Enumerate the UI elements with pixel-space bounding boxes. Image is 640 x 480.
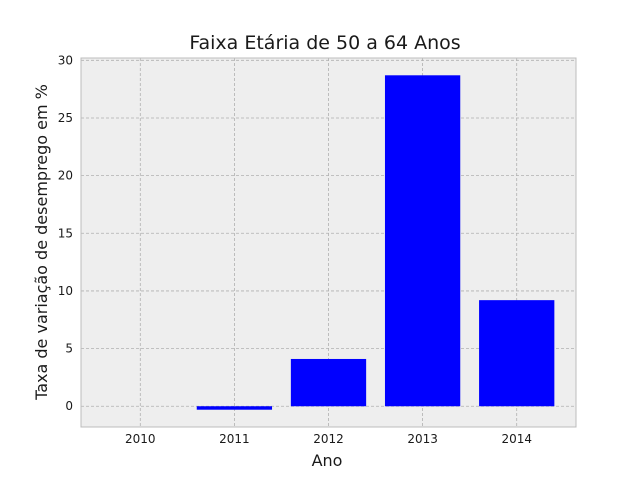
y-tick-label: 10 bbox=[58, 284, 73, 298]
x-tick-label: 2012 bbox=[313, 432, 344, 446]
y-tick-label: 20 bbox=[58, 169, 73, 183]
y-tick-label: 25 bbox=[58, 111, 73, 125]
bar-2012 bbox=[290, 358, 367, 407]
x-axis-ticks: 2010 2011 2012 2013 2014 bbox=[125, 432, 532, 446]
bar-2013 bbox=[384, 75, 461, 407]
bar-series bbox=[196, 75, 555, 410]
y-tick-label: 0 bbox=[65, 399, 73, 413]
y-tick-label: 30 bbox=[58, 53, 73, 67]
x-tick-label: 2013 bbox=[407, 432, 438, 446]
x-tick-label: 2014 bbox=[501, 432, 532, 446]
x-tick-label: 2011 bbox=[219, 432, 250, 446]
y-axis-label: Taxa de variação de desemprego em % bbox=[32, 84, 51, 401]
x-axis-label: Ano bbox=[312, 451, 343, 470]
y-axis-ticks: 0 5 10 15 20 25 30 bbox=[58, 53, 73, 413]
chart-title: Faixa Etária de 50 a 64 Anos bbox=[189, 32, 460, 54]
y-tick-label: 15 bbox=[58, 226, 73, 240]
y-tick-label: 5 bbox=[65, 342, 73, 356]
x-tick-label: 2010 bbox=[125, 432, 156, 446]
plot-frame bbox=[80, 57, 577, 428]
bar-2014 bbox=[479, 300, 555, 407]
bar-2011 bbox=[196, 406, 273, 410]
